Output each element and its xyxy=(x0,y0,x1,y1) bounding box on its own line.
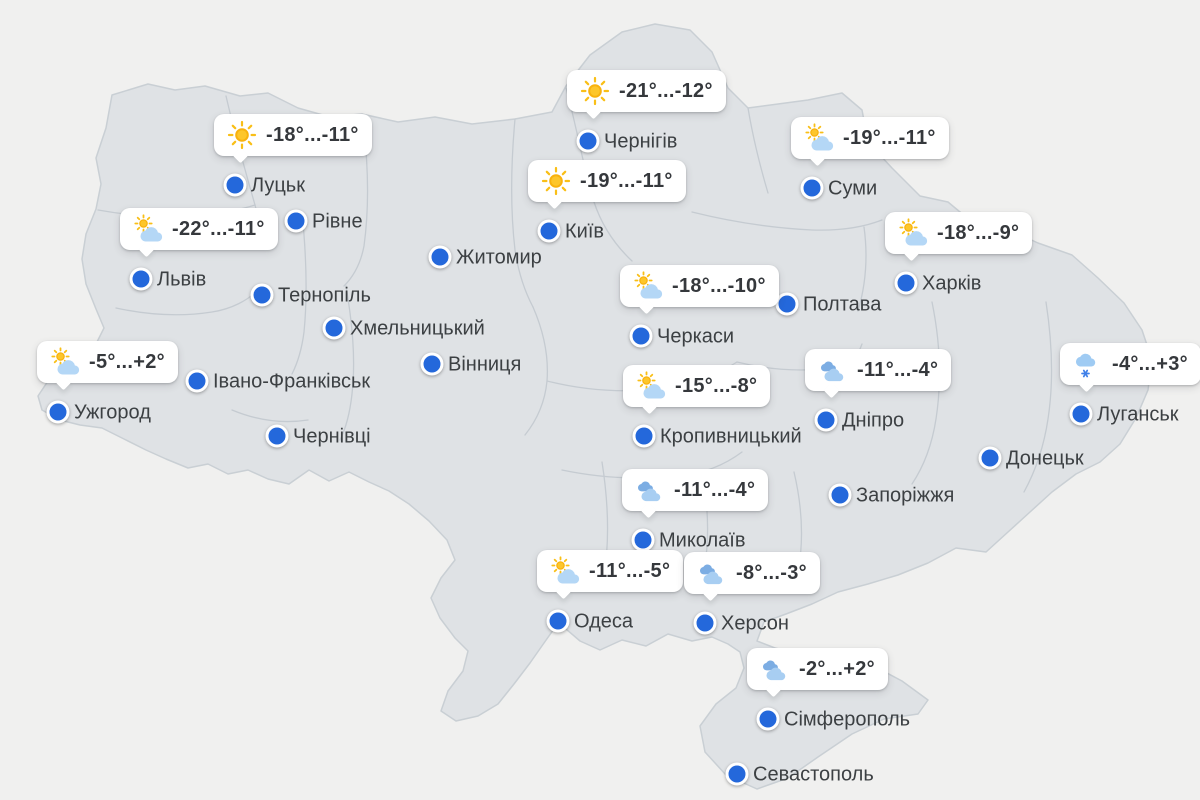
city-label-donetsk: Донецьк xyxy=(1006,447,1084,470)
forecast-badge-cherkasy[interactable]: -18°...-10° xyxy=(620,265,779,307)
city-label-vinnytsia: Вінниця xyxy=(448,353,522,376)
city-dot-luhansk[interactable] xyxy=(1069,402,1093,426)
city-dot-zhytomyr[interactable] xyxy=(428,245,452,269)
cloudy-icon xyxy=(697,558,727,588)
temperature-range: -18°...-9° xyxy=(937,221,1020,244)
city-label-kyiv: Київ xyxy=(565,220,605,243)
city-dot-chernihiv[interactable] xyxy=(576,129,600,153)
city-dot-lutsk[interactable] xyxy=(223,173,247,197)
city-label-poltava: Полтава xyxy=(803,293,882,316)
city-label-odesa: Одеса xyxy=(574,610,634,633)
city-label-khmelnytskyi: Хмельницький xyxy=(350,317,485,340)
city-dot-donetsk[interactable] xyxy=(978,446,1002,470)
temperature-range: -15°...-8° xyxy=(675,374,758,397)
forecast-badge-luhansk[interactable]: -4°...+3° xyxy=(1060,343,1200,385)
temperature-range: -2°...+2° xyxy=(799,657,875,680)
city-dot-dnipro[interactable] xyxy=(814,408,838,432)
city-dot-sevastopol[interactable] xyxy=(725,762,749,786)
city-label-sevastopol: Севастополь xyxy=(753,763,874,786)
forecast-badge-lviv[interactable]: -22°...-11° xyxy=(120,208,278,250)
city-dot-zaporizhzhia[interactable] xyxy=(828,483,852,507)
city-label-kharkiv: Харків xyxy=(922,272,982,295)
forecast-badge-uzhhorod[interactable]: -5°...+2° xyxy=(37,341,178,383)
city-dot-kyiv[interactable] xyxy=(537,219,561,243)
sunny-icon xyxy=(541,166,571,196)
city-label-zaporizhzhia: Запоріжжя xyxy=(856,484,955,507)
forecast-badge-kyiv[interactable]: -19°...-11° xyxy=(528,160,686,202)
city-dot-ivano-frankivsk[interactable] xyxy=(185,369,209,393)
cloudy-icon xyxy=(818,355,848,385)
city-label-rivne: Рівне xyxy=(312,210,363,233)
forecast-badge-dnipro[interactable]: -11°...-4° xyxy=(805,349,952,391)
partly-cloudy-icon xyxy=(898,218,928,248)
snow-cloud-icon xyxy=(1073,349,1103,379)
temperature-range: -18°...-11° xyxy=(266,123,359,146)
city-label-sumy: Суми xyxy=(828,177,878,200)
forecast-badge-lutsk[interactable]: -18°...-11° xyxy=(214,114,372,156)
city-label-kropyvnytskyi: Кропивницький xyxy=(660,425,802,448)
partly-cloudy-icon xyxy=(50,347,80,377)
partly-cloudy-icon xyxy=(804,123,834,153)
forecast-badge-simferopol[interactable]: -2°...+2° xyxy=(747,648,888,690)
city-label-zhytomyr: Житомир xyxy=(456,246,542,269)
forecast-badge-mykolaiv[interactable]: -11°...-4° xyxy=(622,469,769,511)
city-dot-vinnytsia[interactable] xyxy=(420,352,444,376)
forecast-badge-kharkiv[interactable]: -18°...-9° xyxy=(885,212,1033,254)
forecast-badge-sumy[interactable]: -19°...-11° xyxy=(791,117,949,159)
sunny-icon xyxy=(227,120,257,150)
city-dot-cherkasy[interactable] xyxy=(629,324,653,348)
city-label-ternopil: Тернопіль xyxy=(278,284,371,307)
city-dot-kharkiv[interactable] xyxy=(894,271,918,295)
forecast-badge-odesa[interactable]: -11°...-5° xyxy=(537,550,684,592)
forecast-badge-chernihiv[interactable]: -21°...-12° xyxy=(567,70,726,112)
forecast-badge-kropyvnytskyi[interactable]: -15°...-8° xyxy=(623,365,771,407)
sunny-icon xyxy=(580,76,610,106)
city-label-simferopol: Сімферополь xyxy=(784,708,911,731)
temperature-range: -21°...-12° xyxy=(619,79,713,102)
city-dot-uzhhorod[interactable] xyxy=(46,400,70,424)
city-dot-sumy[interactable] xyxy=(800,176,824,200)
city-label-cherkasy: Черкаси xyxy=(657,325,735,348)
temperature-range: -19°...-11° xyxy=(843,126,936,149)
cloudy-icon xyxy=(760,654,790,684)
city-dot-ternopil[interactable] xyxy=(250,283,274,307)
city-label-mykolaiv: Миколаїв xyxy=(659,529,746,552)
temperature-range: -19°...-11° xyxy=(580,169,673,192)
city-dot-odesa[interactable] xyxy=(546,609,570,633)
temperature-range: -11°...-4° xyxy=(674,478,756,501)
temperature-range: -11°...-5° xyxy=(589,559,671,582)
city-label-uzhhorod: Ужгород xyxy=(74,401,151,424)
temperature-range: -5°...+2° xyxy=(89,350,165,373)
city-dot-kherson[interactable] xyxy=(693,611,717,635)
partly-cloudy-icon xyxy=(633,271,663,301)
city-label-luhansk: Луганськ xyxy=(1097,403,1179,426)
city-label-chernivtsi: Чернівці xyxy=(293,425,371,448)
partly-cloudy-icon xyxy=(636,371,666,401)
city-label-dnipro: Дніпро xyxy=(842,409,905,432)
city-dot-simferopol[interactable] xyxy=(756,707,780,731)
city-dot-mykolaiv[interactable] xyxy=(631,528,655,552)
partly-cloudy-icon xyxy=(133,214,163,244)
temperature-range: -8°...-3° xyxy=(736,561,807,584)
city-dot-poltava[interactable] xyxy=(775,292,799,316)
city-label-ivano-frankivsk: Івано-Франківськ xyxy=(213,370,371,393)
city-dot-lviv[interactable] xyxy=(129,267,153,291)
cloudy-icon xyxy=(635,475,665,505)
city-label-lutsk: Луцьк xyxy=(251,174,305,197)
partly-cloudy-icon xyxy=(550,556,580,586)
city-label-chernihiv: Чернігів xyxy=(604,130,678,153)
city-dot-chernivtsi[interactable] xyxy=(265,424,289,448)
city-label-kherson: Херсон xyxy=(721,612,789,635)
city-dot-kropyvnytskyi[interactable] xyxy=(632,424,656,448)
temperature-range: -11°...-4° xyxy=(857,358,939,381)
temperature-range: -4°...+3° xyxy=(1112,352,1188,375)
temperature-range: -22°...-11° xyxy=(172,217,265,240)
forecast-badge-kherson[interactable]: -8°...-3° xyxy=(684,552,820,594)
city-dot-rivne[interactable] xyxy=(284,209,308,233)
city-dot-khmelnytskyi[interactable] xyxy=(322,316,346,340)
temperature-range: -18°...-10° xyxy=(672,274,766,297)
city-label-lviv: Львів xyxy=(157,268,207,291)
